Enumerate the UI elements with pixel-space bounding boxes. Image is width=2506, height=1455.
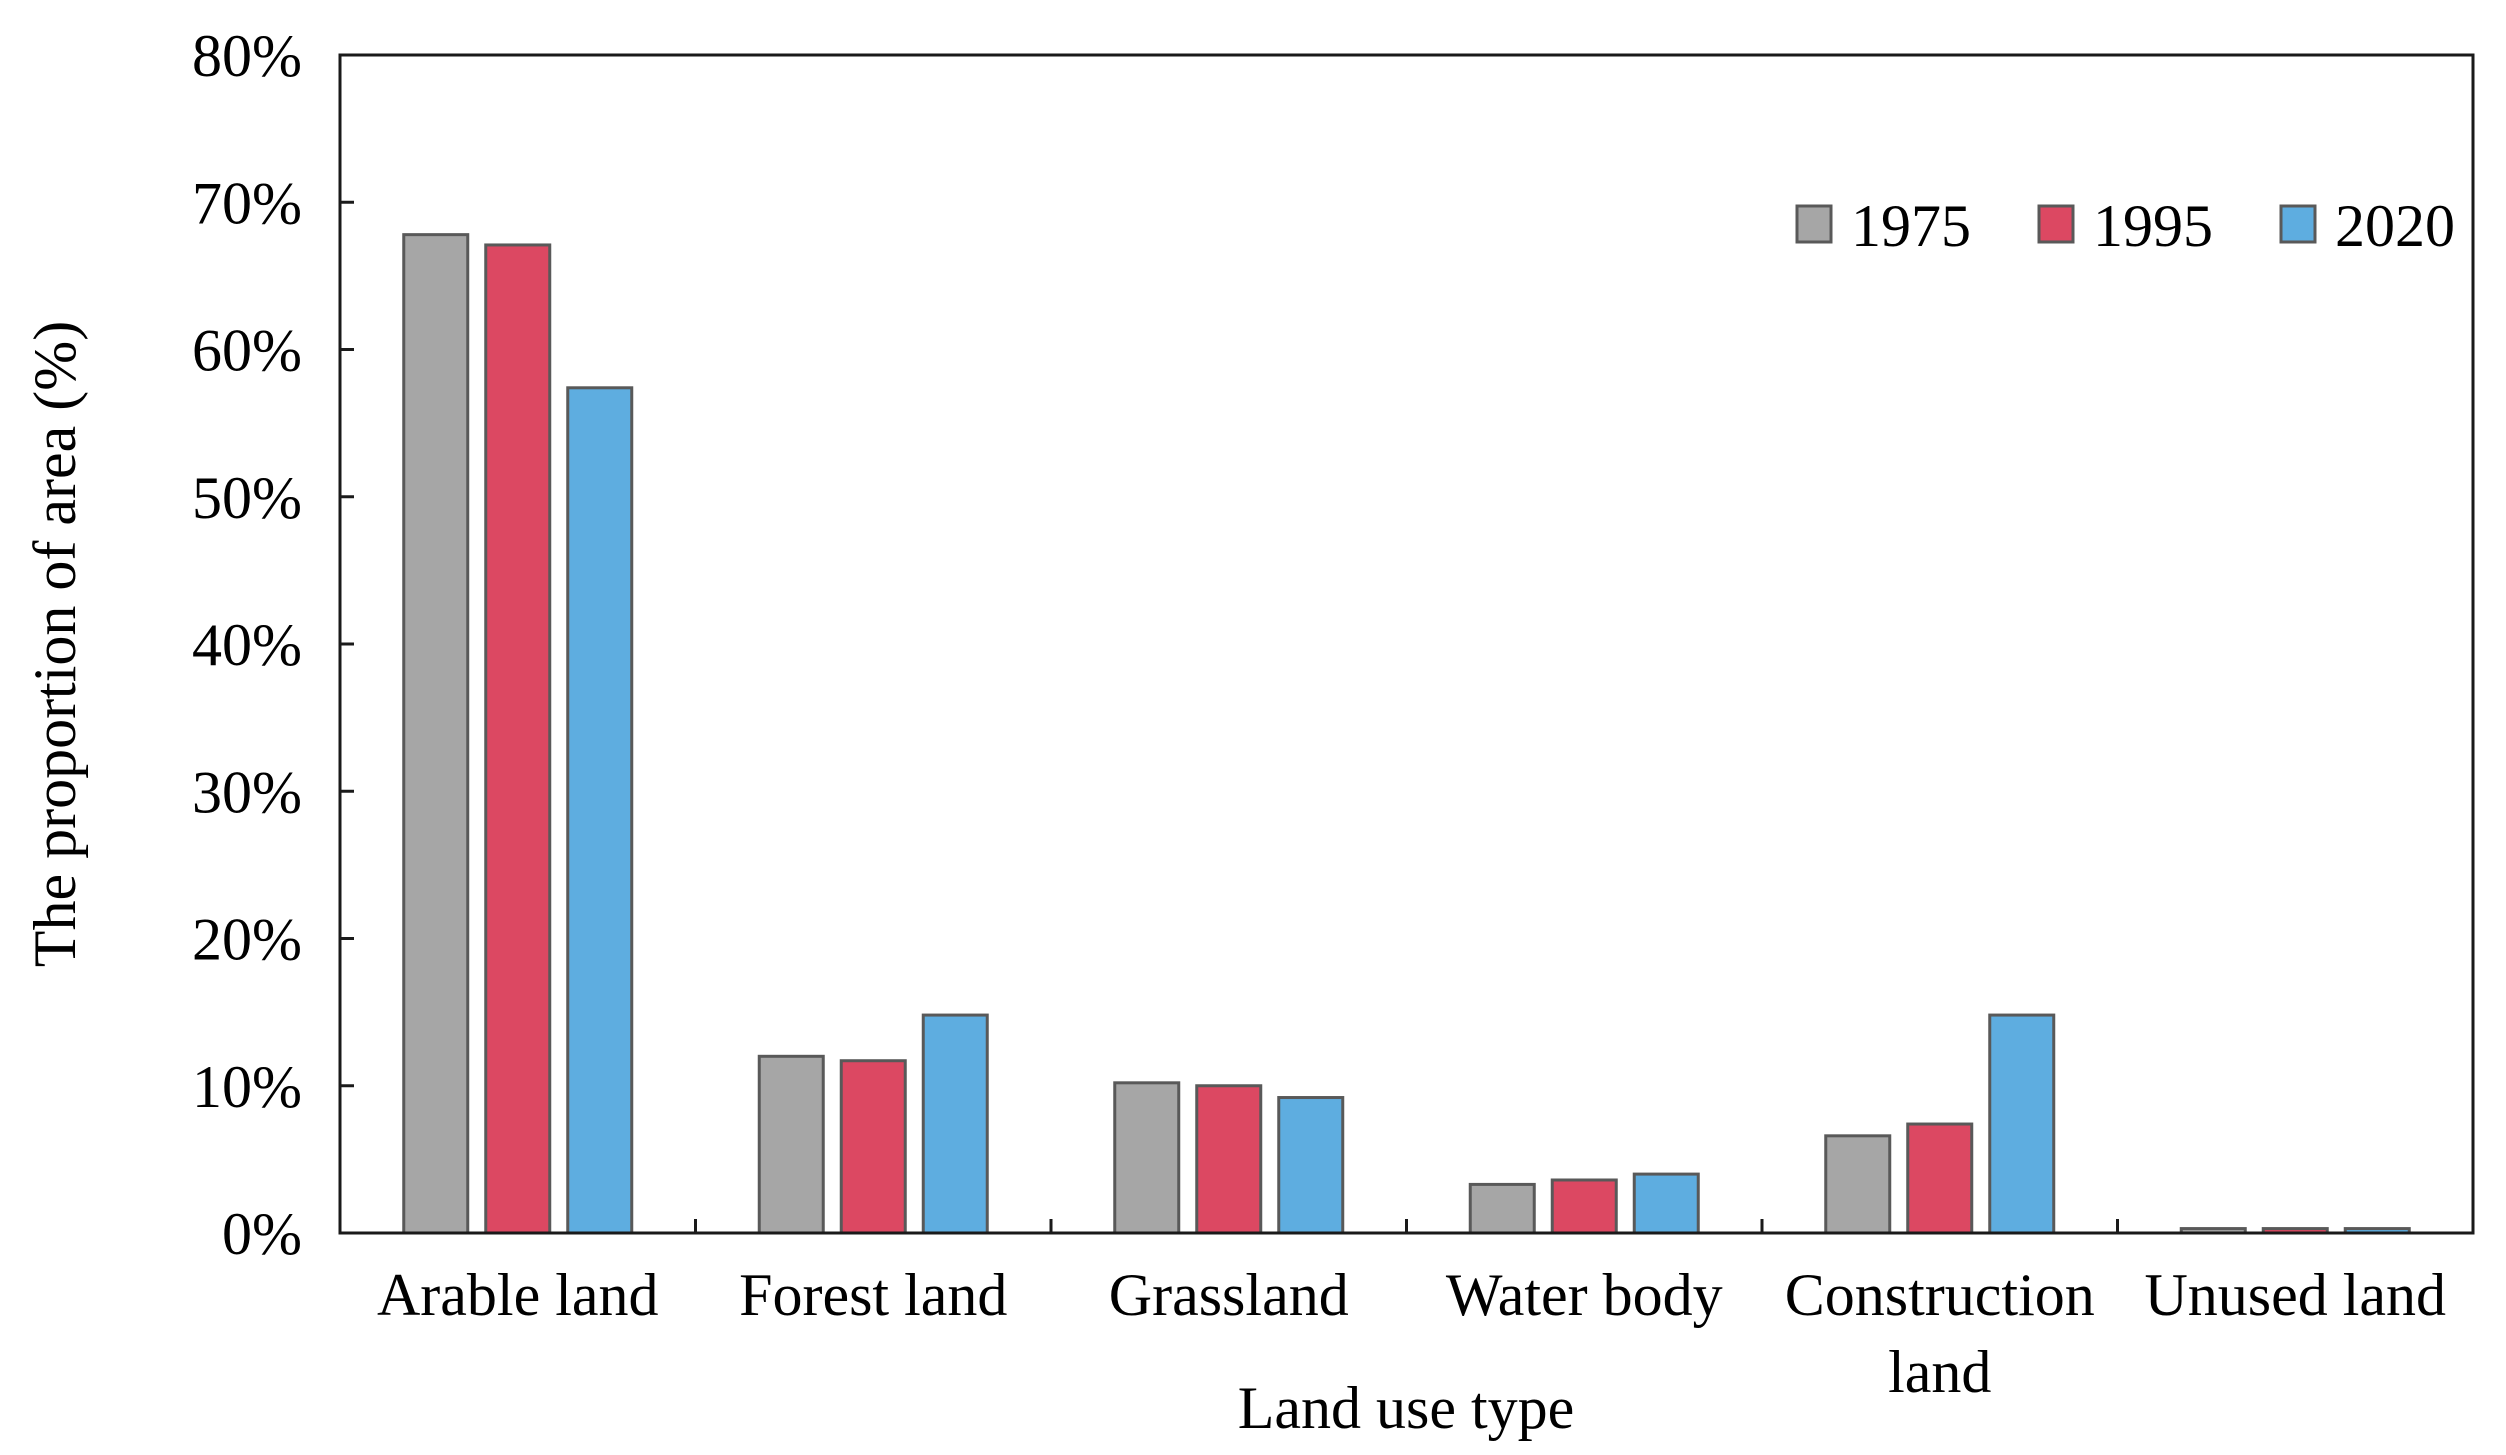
legend-swatch-2020 xyxy=(2279,204,2317,244)
bar-1995-category-0 xyxy=(484,243,552,1235)
y-tick-label: 40% xyxy=(192,612,302,678)
y-tick-label: 60% xyxy=(192,318,302,384)
bar-2020-category-1 xyxy=(921,1013,989,1235)
legend-label-1995: 1995 xyxy=(2093,193,2213,259)
bar-1995-category-1 xyxy=(839,1059,907,1235)
bar-1975-category-0 xyxy=(402,233,470,1235)
y-tick-label: 30% xyxy=(192,759,302,825)
bar-1995-category-2 xyxy=(1195,1084,1263,1235)
x-category-label: Unused land xyxy=(2144,1262,2446,1328)
y-tick-label: 10% xyxy=(192,1054,302,1120)
bar-2020-category-0 xyxy=(566,386,634,1235)
bar-1995-category-3 xyxy=(1550,1178,1618,1235)
bar-1975-category-3 xyxy=(1468,1182,1536,1235)
y-tick-label: 0% xyxy=(222,1201,302,1267)
x-axis-title: Land use type xyxy=(1238,1375,1575,1441)
bar-1995-category-4 xyxy=(1906,1122,1974,1235)
x-category-label: Water body xyxy=(1446,1262,1723,1328)
legend: 1975 1995 2020 xyxy=(1795,193,2455,259)
bar-1975-category-2 xyxy=(1113,1081,1181,1235)
y-tick-label: 70% xyxy=(192,170,302,236)
legend-swatch-1995 xyxy=(2037,204,2075,244)
bar-2020-category-2 xyxy=(1277,1096,1345,1235)
y-axis-title: The proportion of area (%) xyxy=(22,321,88,967)
legend-label-2020: 2020 xyxy=(2335,193,2455,259)
x-category-label: Arable land xyxy=(377,1262,659,1328)
x-category-label: Forest land xyxy=(739,1262,1007,1328)
y-tick-label: 80% xyxy=(192,23,302,89)
y-tick-label: 50% xyxy=(192,465,302,531)
bar-2020-category-3 xyxy=(1632,1172,1700,1235)
x-axis-category-labels: Arable land Forest land Grassland Water bod… xyxy=(377,1262,2446,1405)
y-tick-label: 20% xyxy=(192,907,302,973)
bars-group xyxy=(402,233,2411,1235)
x-category-label: Construction land xyxy=(1785,1262,2095,1405)
bar-1975-category-4 xyxy=(1824,1134,1892,1235)
x-axis-ticks xyxy=(694,1219,2119,1233)
y-axis-ticks xyxy=(340,53,354,1235)
legend-label-1975: 1975 xyxy=(1851,193,1971,259)
legend-swatch-1975 xyxy=(1795,204,1833,244)
bar-1975-category-1 xyxy=(757,1054,825,1235)
bar-2020-category-4 xyxy=(1988,1013,2056,1235)
x-category-label: Grassland xyxy=(1109,1262,1349,1328)
y-axis-tick-labels: 0% 10% 20% 30% 40% 50% 60% 70% 80% xyxy=(192,23,302,1267)
